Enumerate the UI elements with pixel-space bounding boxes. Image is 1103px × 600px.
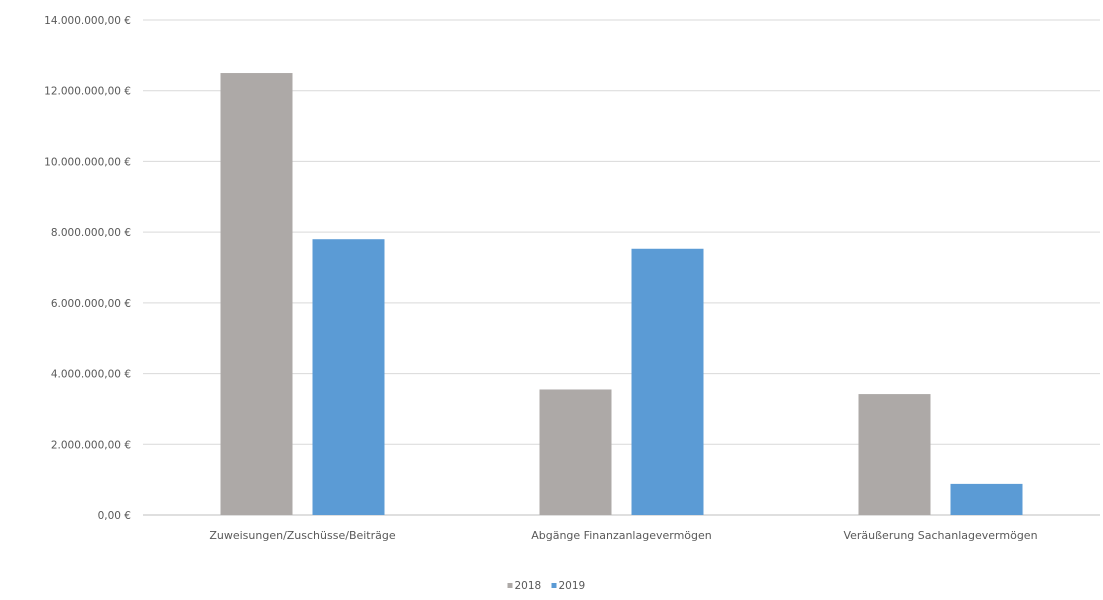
bar-2019-1 (631, 248, 704, 515)
legend-label-2018: 2018 (515, 580, 542, 592)
legend: 2018 2019 (507, 580, 586, 592)
y-tick-label: 12.000.000,00 € (44, 86, 131, 98)
y-tick-label: 6.000.000,00 € (51, 298, 131, 310)
y-tick-label: 4.000.000,00 € (51, 369, 131, 381)
bar-2019-0 (312, 239, 385, 515)
x-category-label: Abgänge Finanzanlagevermögen (531, 529, 712, 542)
bar-2019-2 (950, 483, 1023, 515)
bar-2018-2 (858, 394, 931, 515)
bar-2018-0 (220, 73, 293, 516)
y-tick-label: 0,00 € (98, 510, 131, 522)
bars (220, 73, 1023, 516)
x-category-label: Veräußerung Sachanlagevermögen (843, 529, 1037, 542)
y-tick-label: 14.000.000,00 € (44, 15, 131, 27)
legend-label-2019: 2019 (559, 580, 586, 592)
gridlines (143, 19, 1100, 516)
x-axis-category-labels: Zuweisungen/Zuschüsse/Beiträge Abgänge Fi… (209, 529, 1037, 542)
y-tick-label: 2.000.000,00 € (51, 439, 131, 451)
legend-swatch-2018 (507, 583, 513, 588)
y-tick-label: 8.000.000,00 € (51, 227, 131, 239)
legend-swatch-2019 (551, 583, 557, 588)
x-category-label: Zuweisungen/Zuschüsse/Beiträge (209, 529, 396, 542)
y-axis-tick-labels: 0,00 € 2.000.000,00 € 4.000.000,00 € 6.000.… (44, 15, 131, 522)
y-tick-label: 10.000.000,00 € (44, 156, 131, 168)
bar-2018-1 (539, 389, 612, 515)
